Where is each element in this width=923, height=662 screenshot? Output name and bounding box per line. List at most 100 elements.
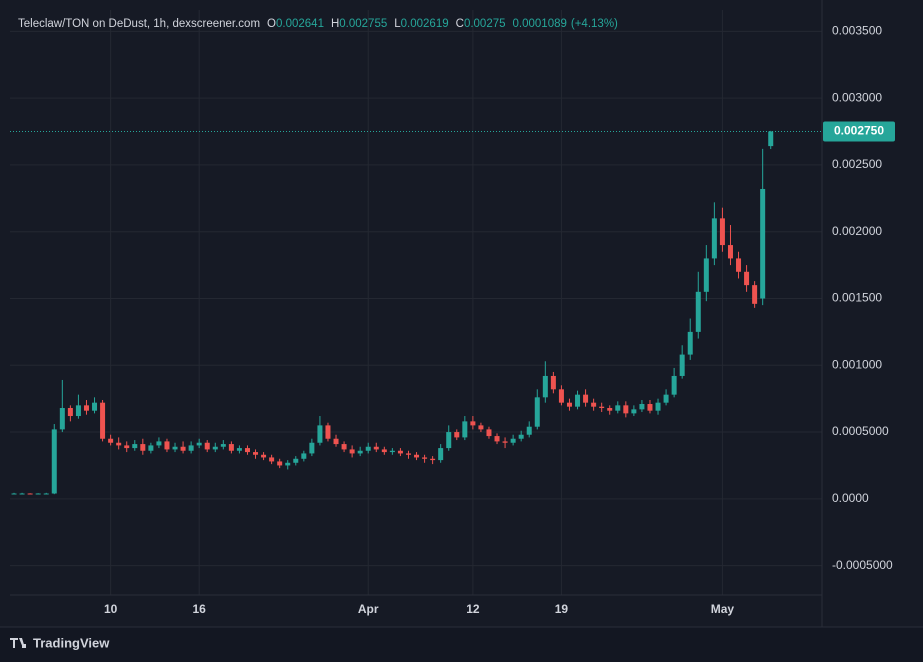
candle-body — [317, 425, 323, 443]
candle-body — [727, 245, 733, 259]
candle-body — [663, 394, 669, 403]
candle-body — [333, 438, 339, 445]
candle-body — [719, 218, 725, 246]
candle-body — [534, 397, 540, 427]
candle-body — [550, 375, 556, 390]
ohlc-value: 0.002755 — [339, 18, 387, 30]
candle-body — [269, 457, 275, 462]
candle-body — [566, 402, 572, 407]
x-tick-label: 19 — [555, 602, 569, 616]
candle-body — [510, 438, 516, 443]
candle-body — [204, 442, 210, 450]
candle-body — [156, 441, 162, 446]
candle-body — [381, 449, 387, 453]
x-tick-label: Apr — [358, 602, 379, 616]
candle-body — [470, 421, 476, 426]
footer-bar — [0, 627, 923, 662]
x-tick-label: May — [711, 602, 735, 616]
price-label: 0.002750 — [834, 124, 884, 138]
candle-body — [446, 432, 452, 449]
candle-body — [607, 408, 613, 411]
candle-body — [526, 426, 532, 435]
candle-body — [639, 404, 645, 410]
candle-body — [92, 402, 98, 411]
candle-body — [228, 444, 234, 451]
y-tick-label: -0.0005000 — [832, 558, 893, 572]
candle-body — [164, 441, 170, 450]
candle-body — [132, 444, 138, 449]
brand: TradingView — [33, 635, 110, 650]
candle-body — [414, 454, 420, 458]
candle-body — [430, 458, 436, 461]
candle-body — [768, 131, 774, 147]
ohlc-value: 0.00275 — [464, 18, 506, 30]
candle-body — [687, 331, 693, 355]
candle-body — [623, 405, 629, 414]
candle-body — [100, 402, 106, 439]
ohlc-value: 0.002641 — [276, 18, 324, 30]
x-tick-label: 10 — [104, 602, 118, 616]
candle-body — [486, 429, 492, 437]
candle-body — [11, 493, 17, 495]
candle-body — [309, 442, 315, 454]
candle-body — [75, 405, 81, 417]
candle-body — [116, 442, 122, 446]
candle-body — [108, 438, 114, 443]
y-tick-label: 0.003000 — [832, 90, 882, 104]
candle-body — [285, 462, 291, 466]
candle-body — [599, 406, 605, 409]
ohlc-value: 0.002619 — [401, 18, 449, 30]
candle-body — [695, 291, 701, 332]
candle-body — [293, 458, 299, 463]
ohlc-label: O — [267, 18, 276, 30]
candle-body — [647, 404, 653, 411]
y-tick-label: 0.002500 — [832, 157, 882, 171]
candle-body — [35, 493, 41, 495]
candle-body — [454, 432, 460, 438]
candle-body — [236, 448, 242, 451]
candle-body — [59, 408, 65, 430]
candle-body — [744, 271, 750, 286]
candle-body — [462, 421, 468, 438]
candle-body — [760, 188, 766, 299]
candle-body — [711, 218, 717, 259]
candle-body — [365, 446, 371, 451]
change-value: 0.0001089 — [513, 18, 567, 30]
candle-body — [631, 409, 637, 414]
candle-body — [615, 405, 621, 411]
change-percent: (+4.13%) — [571, 18, 618, 30]
candles — [11, 130, 774, 495]
ohlc-label: L — [394, 18, 401, 30]
y-tick-label: 0.001000 — [832, 357, 882, 371]
brand-logo — [10, 638, 26, 648]
candle-body — [196, 442, 202, 446]
candle-body — [703, 258, 709, 292]
candle-body — [422, 457, 428, 459]
ohlc-label: H — [331, 18, 339, 30]
y-tick-label: 0.001500 — [832, 291, 882, 305]
candle-body — [591, 402, 597, 407]
candle-body — [438, 448, 444, 461]
candle-body — [277, 461, 283, 466]
candle-body — [405, 453, 411, 455]
legend-title: Teleclaw/TON on DeDust, 1h, dexscreener.… — [18, 18, 260, 30]
grid — [10, 10, 822, 595]
candle-body — [518, 434, 524, 439]
candle-body — [220, 444, 226, 447]
candle-body — [494, 436, 500, 442]
candle-body — [83, 405, 89, 411]
candle-body — [373, 446, 379, 450]
candle-body — [140, 444, 146, 451]
candle-body — [19, 493, 25, 495]
candle-body — [325, 425, 331, 439]
candle-body — [301, 453, 307, 459]
candle-body — [212, 446, 218, 450]
candle-body — [575, 394, 581, 407]
candle-body — [244, 448, 250, 453]
legend: Teleclaw/TON on DeDust, 1h, dexscreener.… — [18, 18, 618, 30]
candle-body — [679, 354, 685, 376]
candle-body — [478, 425, 484, 430]
